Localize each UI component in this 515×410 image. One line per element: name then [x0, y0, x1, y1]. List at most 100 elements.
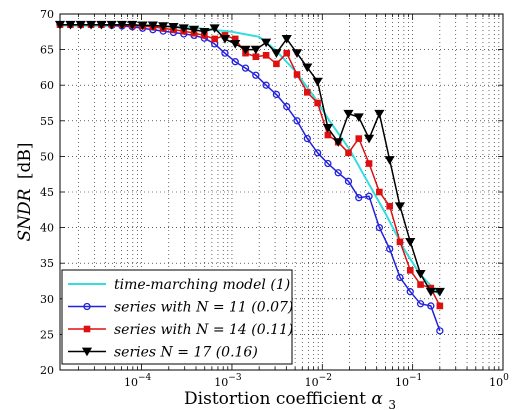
legend-swatch-marker [83, 325, 91, 333]
x-tick-label: 10−4 [124, 373, 152, 389]
data-point [386, 245, 394, 253]
data-point [405, 237, 416, 247]
data-point [188, 25, 200, 35]
data-point [427, 302, 435, 310]
data-point [211, 35, 218, 43]
data-point [374, 109, 385, 119]
data-point [313, 149, 322, 157]
data-point [293, 117, 301, 125]
data-point [209, 24, 220, 34]
series-layer [54, 20, 445, 335]
data-point [250, 45, 261, 55]
y-tick-label: 25 [40, 328, 54, 341]
data-point [375, 223, 384, 232]
data-point [230, 40, 241, 49]
data-point [376, 188, 383, 196]
data-point [283, 102, 291, 111]
data-point [96, 20, 107, 30]
data-point [343, 109, 354, 119]
x-tick-exponent: −4 [138, 373, 152, 383]
data-point [116, 20, 128, 30]
data-point [406, 288, 414, 296]
legend: time-marching model (1) series with N = 1… [61, 269, 293, 365]
data-point [271, 49, 282, 58]
data-point [333, 138, 344, 147]
data-point [291, 49, 303, 58]
data-point [322, 124, 333, 133]
data-point [396, 238, 404, 246]
data-point [272, 90, 281, 99]
data-point [394, 202, 406, 212]
series-4 [54, 20, 445, 297]
x-tick-exponent: 0 [503, 373, 509, 383]
data-point [252, 53, 260, 61]
data-point [281, 35, 292, 44]
legend-entry: time-marching model (1) [68, 277, 290, 293]
data-point [355, 135, 363, 142]
legend-label: time-marching model (1) [114, 277, 290, 293]
x-tick-base: 10 [395, 376, 409, 389]
x-axis-subscript: 3 [388, 398, 396, 410]
data-point [106, 20, 117, 30]
x-tick-label: 10−2 [305, 373, 332, 389]
y-tick-label: 55 [40, 115, 54, 128]
data-point [199, 27, 210, 37]
data-point [261, 38, 272, 48]
x-tick-base: 10 [305, 376, 319, 389]
legend-label: series with N = 14 (0.11) [114, 322, 293, 338]
y-tick-label: 50 [40, 150, 54, 163]
x-tick-label: 100 [489, 373, 509, 389]
data-point [65, 20, 76, 30]
data-point [384, 156, 395, 165]
data-point [273, 60, 280, 68]
data-point [137, 21, 148, 31]
x-tick-base: 10 [124, 376, 138, 389]
data-point [302, 63, 313, 73]
data-point [303, 134, 311, 143]
data-point [365, 192, 373, 200]
y-axis-title: SNDR [dB] [15, 143, 35, 242]
x-axis-symbol: α [371, 389, 383, 409]
data-point [240, 45, 251, 55]
legend-entry: series with N = 11 (0.07) [68, 300, 293, 316]
data-point [344, 177, 353, 185]
data-point [363, 134, 375, 144]
data-point [262, 51, 270, 59]
y-tick-label: 40 [40, 222, 54, 235]
data-point [168, 22, 179, 32]
data-point [436, 327, 444, 335]
y-tick-label: 30 [40, 293, 54, 306]
data-point [147, 21, 158, 31]
y-tick-label: 45 [40, 186, 54, 199]
data-point [178, 24, 189, 34]
data-point [241, 64, 250, 72]
data-point [221, 49, 229, 57]
x-tick-base: 10 [214, 376, 228, 389]
data-point [304, 89, 311, 96]
data-point [436, 302, 444, 310]
data-point [417, 281, 424, 288]
series-line [59, 24, 441, 296]
data-point [396, 273, 404, 282]
data-point [262, 81, 270, 89]
data-point [127, 20, 138, 30]
data-point [231, 58, 239, 66]
data-point [365, 160, 373, 167]
data-point [345, 149, 352, 157]
legend-entry: series N = 17 (0.16) [68, 345, 258, 361]
data-point [75, 20, 86, 30]
legend-entry: series with N = 14 (0.11) [68, 322, 293, 338]
data-point [355, 194, 363, 202]
data-point [283, 49, 291, 57]
y-tick-label: 60 [40, 79, 54, 92]
data-point [54, 20, 66, 30]
data-point [312, 77, 323, 87]
data-point [293, 71, 301, 78]
data-point [219, 35, 231, 44]
x-tick-label: 10−1 [395, 373, 422, 389]
data-point [425, 287, 436, 297]
data-point [158, 22, 169, 31]
data-point [334, 169, 342, 177]
data-point [434, 287, 445, 297]
